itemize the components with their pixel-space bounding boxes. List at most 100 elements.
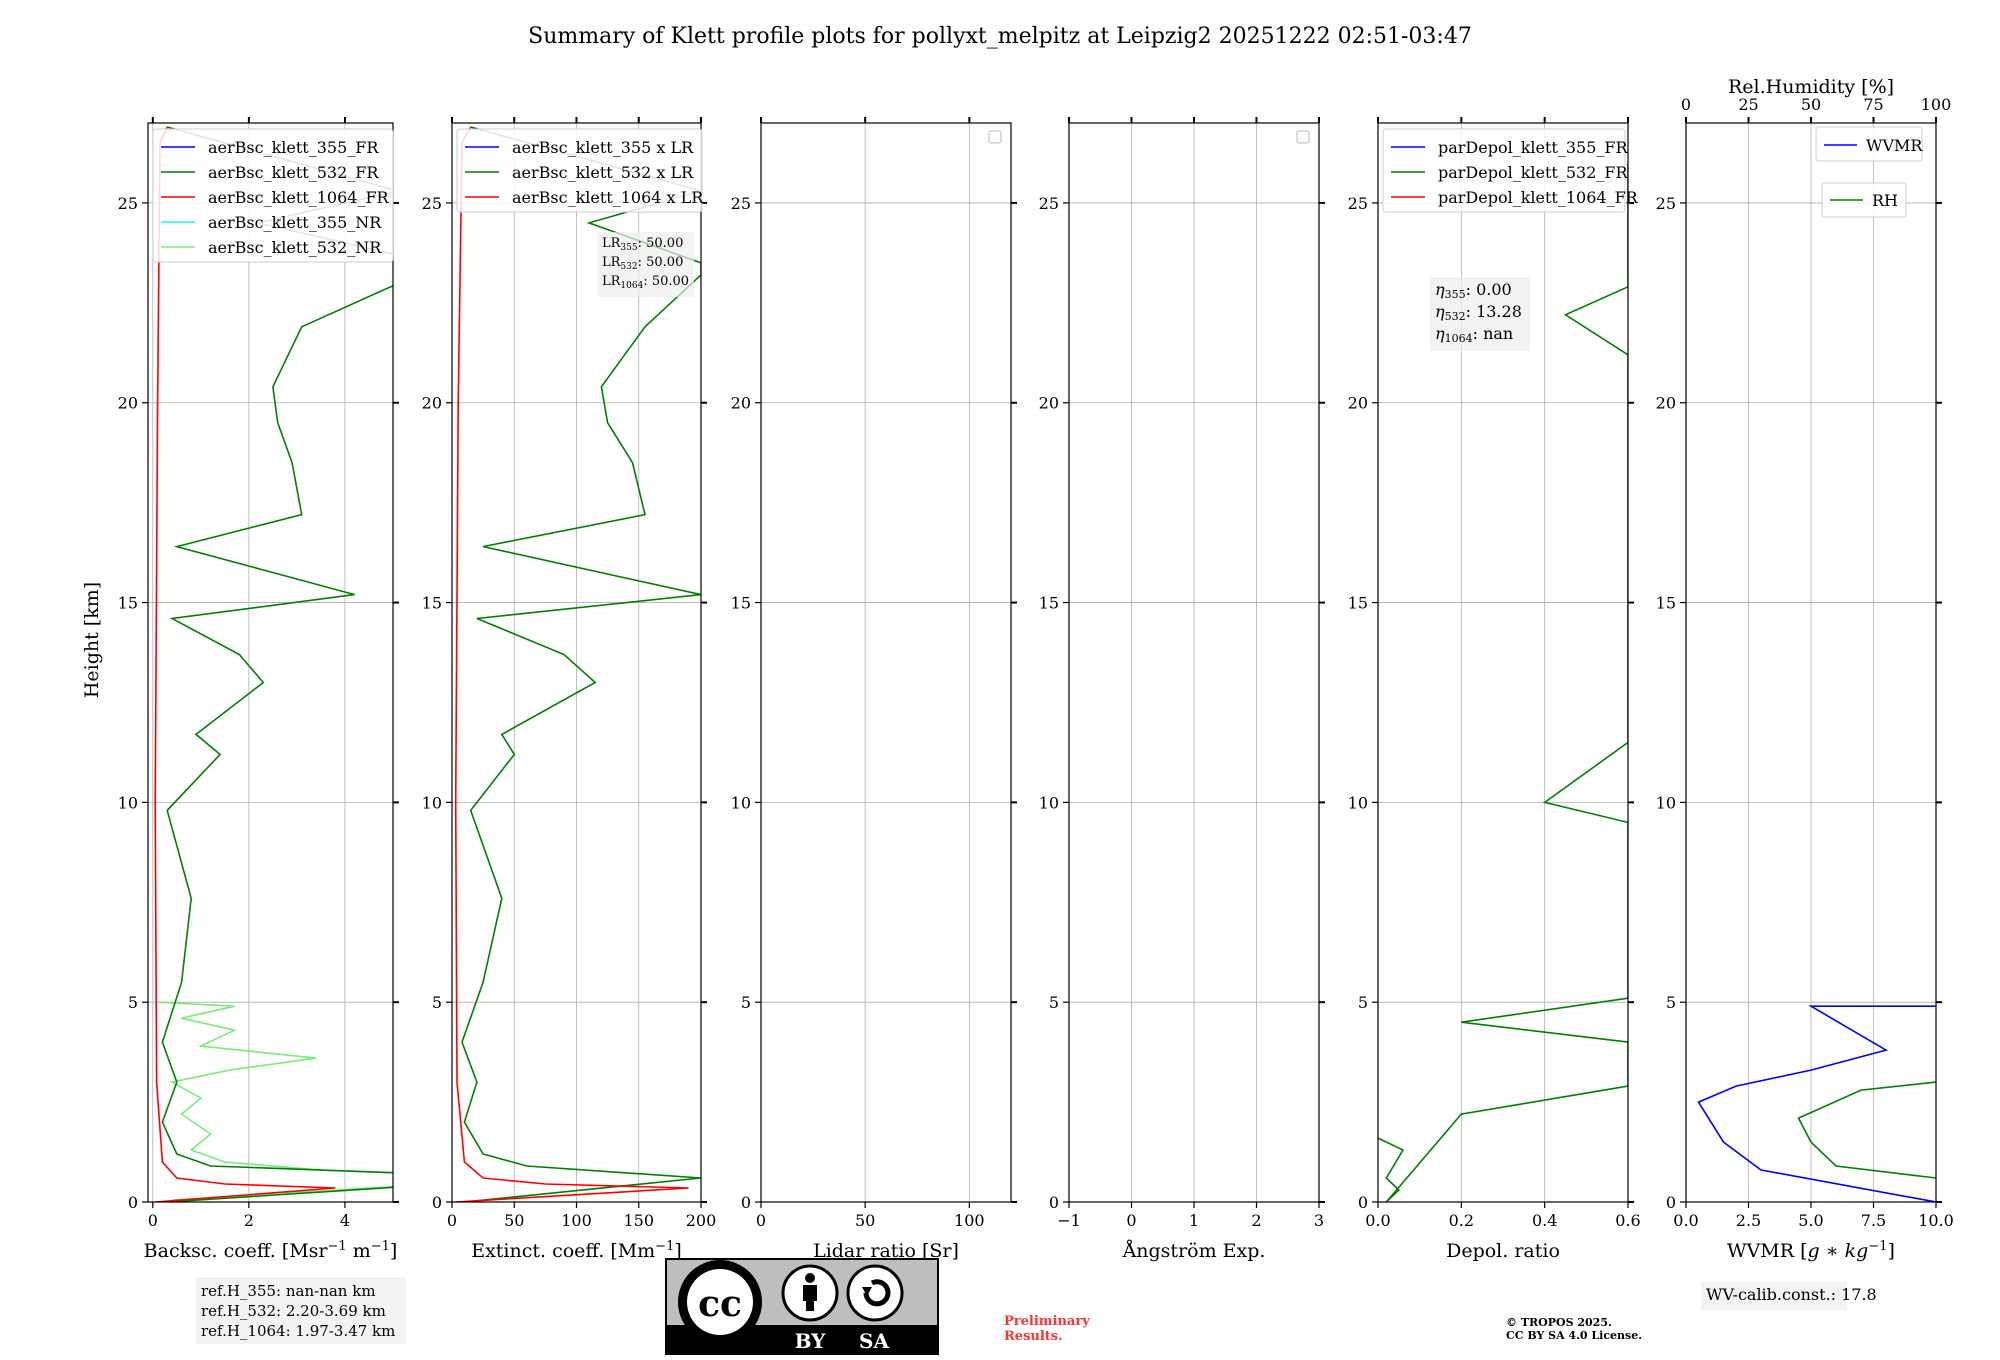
preliminary-line-2: Results.	[1004, 1329, 1063, 1344]
series-group	[1378, 163, 1628, 1202]
cc-text: cc	[698, 1283, 742, 1325]
info-line: LR355: 50.00	[602, 236, 683, 253]
x-tick-label: 100	[954, 1211, 985, 1230]
top-tick-label: 50	[1801, 95, 1821, 114]
y-tick-label: 10	[1656, 793, 1676, 812]
y-tick-label: 5	[741, 993, 751, 1012]
y-tick-label: 20	[1039, 394, 1059, 413]
x-tick-label: 50	[855, 1211, 875, 1230]
panel-wvmr: 0.0 2.5 5.0 7.5 10.0 0 5 10 15 20 25 WVMR [g ∗ kg−1…	[1656, 76, 1954, 1310]
legend-label: parDepol_klett_532_FR	[1438, 163, 1629, 182]
figure-title: Summary of Klett profile plots for polly…	[528, 24, 1472, 49]
ref-height-1064: ref.H_1064: 1.97-3.47 km	[201, 1322, 395, 1340]
y-tick-label: 25	[422, 194, 442, 213]
y-tick-label: 25	[1656, 194, 1676, 213]
legend-label: aerBsc_klett_355_FR	[208, 138, 379, 157]
series-aerBsc_klett_532_NR	[157, 1001, 393, 1201]
x-axis-label: Ångström Exp.	[1122, 1240, 1266, 1262]
x-tick-label: 150	[623, 1211, 654, 1230]
axes-frame	[1377, 122, 1629, 1203]
x-tick-label: 50	[504, 1211, 524, 1230]
y-tick-label: 15	[731, 594, 751, 613]
ref-height-532: ref.H_532: 2.20-3.69 km	[201, 1302, 386, 1320]
legend-label: aerBsc_klett_355_NR	[208, 213, 382, 232]
y-tick-label: 5	[128, 993, 138, 1012]
x-tick-label: 1	[1189, 1211, 1199, 1230]
ref-heights-box: ref.H_355: nan-nan km ref.H_532: 2.20-3.…	[196, 1277, 406, 1344]
y-tick-label: 25	[731, 194, 751, 213]
series-parDepol_klett_532_FR	[1385, 163, 1628, 1202]
legend-label: aerBsc_klett_355 x LR	[512, 138, 694, 157]
copyright-note: © TROPOS 2025. CC BY SA 4.0 License.	[1506, 1316, 1642, 1342]
y-tick-label: 10	[1348, 793, 1368, 812]
x-tick-label: 4	[340, 1211, 350, 1230]
info-box-bg	[1701, 1282, 1847, 1310]
x-tick-label: 2	[244, 1211, 254, 1230]
y-tick-label: 0	[741, 1193, 751, 1212]
x-tick-label: 0.0	[1365, 1211, 1390, 1230]
y-tick-label: 15	[1348, 594, 1368, 613]
x-tick-label: 2	[1251, 1211, 1261, 1230]
info-line: LR532: 50.00	[602, 255, 683, 272]
y-tick-label: 20	[118, 394, 138, 413]
y-tick-label: 20	[422, 394, 442, 413]
preliminary-note: Preliminary Results.	[1004, 1314, 1090, 1344]
y-tick-label: 15	[422, 594, 442, 613]
y-tick-label: 20	[1348, 394, 1368, 413]
legend-label: RH	[1872, 191, 1898, 210]
x-tick-label: 0	[148, 1211, 158, 1230]
by-text: BY	[795, 1329, 827, 1353]
legend: parDepol_klett_355_FR parDepol_klett_532_…	[1382, 128, 1639, 213]
panel-lidar-ratio: 0 50 100 0 5 10 15 20 25 Lidar ratio [Sr]	[731, 117, 1017, 1262]
info-box-bg	[1430, 277, 1530, 351]
y-tick-label: 0	[128, 1193, 138, 1212]
x-tick-label: 0.0	[1673, 1211, 1698, 1230]
legend-box	[1815, 126, 1923, 162]
empty-legend-icon	[1296, 130, 1310, 144]
x-tick-label: 0.4	[1532, 1211, 1557, 1230]
empty-legend-icon	[988, 130, 1002, 144]
y-tick-label: 5	[1049, 993, 1059, 1012]
x-tick-label: 200	[686, 1211, 717, 1230]
top-tick-label: 100	[1921, 95, 1952, 114]
info-box-extinction: LR355: 50.00 LR532: 50.00 LR1064: 50.00	[597, 232, 694, 297]
top-tick-label: 0	[1681, 95, 1691, 114]
info-line: LR1064: 50.00	[602, 274, 689, 291]
info-line: WV-calib.const.: 17.8	[1706, 1285, 1877, 1304]
x-tick-label: 2.5	[1736, 1211, 1761, 1230]
legend: aerBsc_klett_355 x LR aerBsc_klett_532 x …	[456, 128, 704, 213]
series-aerBsc_klett_1064_FR	[154, 126, 336, 1202]
y-tick-label: 10	[731, 793, 751, 812]
x-tick-label: 0	[1126, 1211, 1136, 1230]
y-tick-label: 20	[1656, 394, 1676, 413]
x-tick-label: 0.6	[1615, 1211, 1640, 1230]
x-axis-label: Lidar ratio [Sr]	[813, 1240, 959, 1262]
preliminary-line-1: Preliminary	[1004, 1314, 1090, 1329]
panel-extinction: 0 50 100 150 200 0 5 10 15 20 25 Extinct. coeff. [M…	[422, 117, 717, 1262]
legend-box	[456, 128, 703, 213]
panel-backscatter: 0 2 4 0 5 10 15 20 25 Backsc. coeff. [Msr−1 m−1] a…	[118, 117, 399, 1262]
sa-text: SA	[859, 1329, 889, 1353]
axes-frame	[760, 122, 1012, 1203]
legend-label: aerBsc_klett_532_NR	[208, 238, 382, 257]
info-line: η532: 13.28	[1435, 302, 1522, 323]
ref-height-355: ref.H_355: nan-nan km	[201, 1282, 376, 1300]
x-axis-label: Depol. ratio	[1446, 1240, 1560, 1262]
info-box-bg	[597, 232, 694, 297]
y-tick-label: 0	[432, 1193, 442, 1212]
legend-label: aerBsc_klett_1064 x LR	[512, 188, 704, 207]
legend: WVMR RH	[1815, 126, 1923, 218]
info-line: η355: 0.00	[1435, 280, 1512, 301]
y-axis-label: Height [km]	[81, 582, 103, 698]
series-group	[154, 126, 393, 1202]
y-tick-label: 15	[1039, 594, 1059, 613]
legend-box	[152, 128, 394, 263]
series-parDepol_klett_355_FR	[1378, 1137, 1405, 1202]
info-line: η1064: nan	[1435, 324, 1513, 345]
y-tick-label: 0	[1666, 1193, 1676, 1212]
series-RH	[1797, 1081, 1936, 1179]
